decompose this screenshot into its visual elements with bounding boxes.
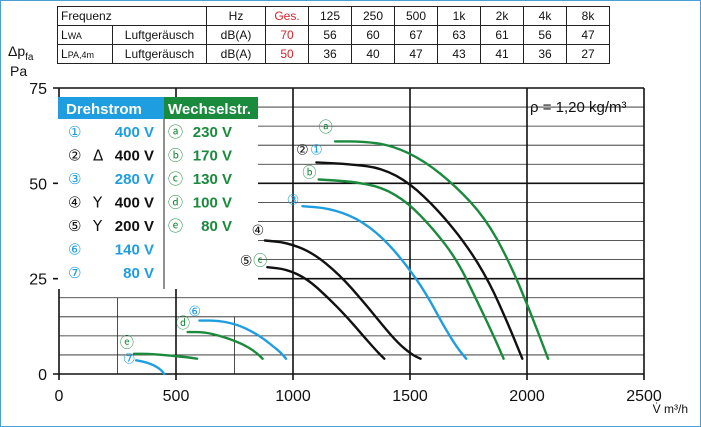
legend-marker: ⑦	[68, 264, 81, 282]
row-desc: Luftgeräusch	[112, 44, 207, 64]
band-header: 4k	[523, 6, 567, 26]
legend-voltage: 170 V	[193, 148, 232, 165]
band-header: 250	[351, 6, 395, 26]
legend-voltage: 130 V	[193, 171, 232, 188]
row-unit: dB(A)	[206, 44, 266, 64]
curve-label: ⓒ	[253, 253, 267, 269]
series-curve-5	[266, 266, 386, 360]
y-axis-unit: Pa	[10, 63, 27, 79]
curve-label: ⓑ	[302, 166, 316, 182]
legend-marker: ②	[68, 147, 81, 165]
x-tick-label: 2000	[509, 388, 545, 405]
legend-voltage: 280 V	[115, 171, 154, 188]
legend-voltage: 80 V	[123, 265, 154, 282]
legend: Drehstrom Wechselstr. ① 400 V ② Δ 400 V ③ 280 …	[58, 97, 258, 289]
row-value: 56	[308, 25, 352, 45]
legend-voltage: 80 V	[201, 218, 232, 235]
table-row: LPA,4m Luftgeräusch dB(A) 50 36 40 47 43…	[57, 44, 610, 64]
row-symbol: LPA,4m	[57, 44, 113, 64]
row-value: 36	[523, 44, 567, 64]
curve-label: ⑦	[123, 351, 136, 367]
legend-title-wechselstrom: Wechselstr.	[168, 101, 251, 118]
row-value: 47	[394, 44, 438, 64]
legend-connection: Y	[92, 217, 103, 235]
series-curve-b	[317, 178, 505, 360]
legend-voltage: 200 V	[115, 218, 154, 235]
legend-header-drehstrom-bg	[58, 97, 164, 119]
legend-voltage: 400 V	[115, 124, 154, 141]
symbol-sub: PA,4m	[67, 50, 95, 60]
legend-marker: ⓑ	[168, 147, 183, 165]
x-tick-label: 500	[163, 388, 190, 405]
curve-label: ⓓ	[176, 316, 190, 332]
series-curve-a	[333, 140, 550, 360]
curve-label: ⑤	[240, 253, 253, 269]
legend-marker: ⓐ	[168, 123, 183, 141]
sound-data-table: Frequenz Hz Ges. 125 250 500 1k 2k 4k 8k…	[57, 6, 610, 64]
legend-column-wechselstrom: ⓐ 230 V ⓑ 170 V ⓒ 130 V ⓓ 100 V ⓔ 80 V	[168, 123, 232, 235]
legend-marker: ⓒ	[168, 170, 183, 188]
y-axis-label: Δpfa	[8, 43, 34, 63]
legend-voltage: 140 V	[115, 242, 154, 259]
legend-connection: Y	[92, 194, 103, 212]
total-header: Ges.	[265, 6, 309, 26]
x-tick-label: 2500	[626, 388, 662, 405]
series-curve-4	[263, 239, 422, 360]
series-curve-3	[301, 205, 468, 360]
row-value: 27	[566, 44, 610, 64]
curve-label: ⓔ	[120, 335, 134, 351]
legend-voltage: 400 V	[115, 148, 154, 165]
legend-connection: Δ	[93, 147, 104, 165]
curve-label: ①	[310, 143, 323, 159]
x-tick-label: 1500	[392, 388, 428, 405]
legend-marker: ①	[68, 123, 81, 141]
curve-label: ③	[287, 192, 300, 208]
legend-title-drehstrom: Drehstrom	[66, 101, 142, 118]
legend-body-bg	[58, 119, 258, 289]
symbol-sub: WA	[67, 31, 82, 41]
row-value: 40	[351, 44, 395, 64]
series-curve-e	[132, 352, 199, 360]
band-header: 8k	[566, 6, 610, 26]
legend-marker: ⓓ	[168, 194, 183, 212]
y-tick-label: 25	[29, 272, 47, 289]
legend-marker: ⑥	[68, 241, 81, 259]
y-tick-label: 75	[29, 81, 47, 98]
legend-marker: ③	[68, 170, 81, 188]
x-tick-label: 0	[55, 388, 64, 405]
y-tick-label: 0	[38, 367, 47, 384]
legend-column-drehstrom: ① 400 V ② Δ 400 V ③ 280 V ④ Y 400 V ⑤ Y 200 V ⑥ 140 V ⑦…	[68, 123, 154, 282]
curve-label: ④	[252, 223, 265, 239]
series-group	[132, 140, 550, 376]
axes: Δpfa Pa V̇ m³/h ρ = 1,20 kg/m³ 0 25 50 75 0 5…	[8, 43, 688, 416]
legend-marker: ④	[68, 194, 81, 212]
curve-label: ⑥	[188, 304, 201, 320]
row-value: 41	[480, 44, 524, 64]
series-curve-d	[186, 330, 264, 360]
legend-marker: ⑤	[68, 217, 81, 235]
x-tick-label: 1000	[275, 388, 311, 405]
curve-label: ⓐ	[319, 120, 333, 136]
legend-header-wechselstrom-bg	[164, 97, 258, 119]
series-curve-6	[198, 319, 288, 360]
legend-voltage: 400 V	[115, 195, 154, 212]
row-value: 60	[351, 25, 395, 45]
curve-label: ②	[296, 143, 309, 159]
y-tick-label: 50	[29, 176, 47, 193]
density-note: ρ = 1,20 kg/m³	[530, 99, 627, 116]
series-curve-7	[135, 359, 166, 376]
legend-marker: ⓔ	[168, 217, 183, 235]
legend-voltage: 230 V	[193, 124, 232, 141]
row-value: 43	[437, 44, 481, 64]
row-value: 67	[394, 25, 438, 45]
legend-voltage: 100 V	[193, 195, 232, 212]
series-curve-2	[315, 161, 524, 360]
symbol-main: L	[61, 47, 68, 61]
x-axis-label: V̇ m³/h	[653, 402, 688, 416]
symbol-main: L	[61, 28, 68, 42]
row-total: 50	[265, 44, 309, 64]
